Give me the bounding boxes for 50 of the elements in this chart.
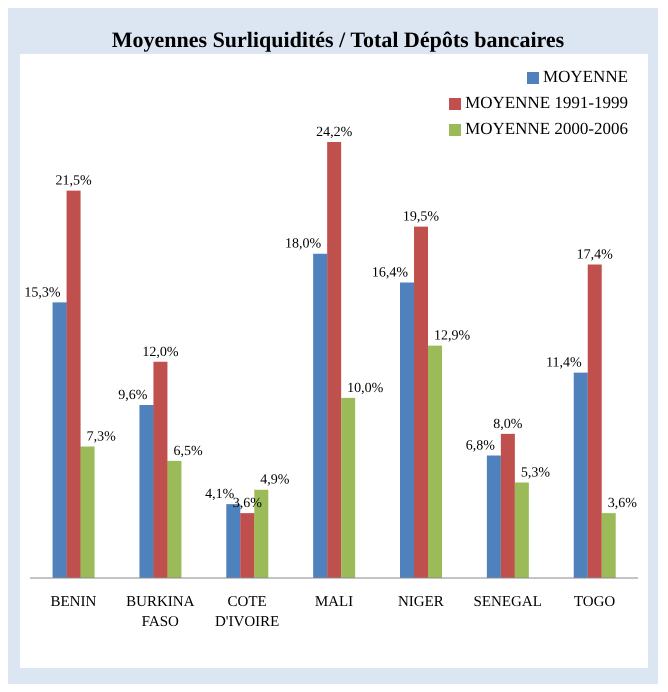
- data-label: 12,0%: [142, 344, 179, 360]
- data-label: 24,2%: [316, 125, 353, 140]
- bar: [80, 446, 95, 578]
- data-label: 7,3%: [86, 429, 116, 444]
- bar: [602, 513, 616, 578]
- data-label: 17,4%: [576, 248, 614, 263]
- data-label: 11,4%: [546, 356, 582, 371]
- x-tick-label: BURKINA FASO: [126, 594, 195, 630]
- bar: [327, 142, 342, 578]
- x-tick-label: SENEGAL: [474, 594, 542, 610]
- chart-title: Moyennes Surliquidités / Total Dépôts bancaires: [110, 26, 566, 54]
- bar: [574, 372, 588, 578]
- legend-label: MOYENNE 1991-1999: [465, 93, 628, 112]
- x-tick-label: TOGO: [574, 594, 616, 610]
- data-label: 8,0%: [493, 416, 523, 432]
- data-label: 6,8%: [466, 438, 496, 454]
- data-label: 21,5%: [55, 174, 92, 189]
- legend-label: MOYENNE: [543, 67, 628, 86]
- bar: [588, 264, 602, 578]
- bar: [153, 362, 168, 578]
- data-label: 3,6%: [608, 496, 638, 512]
- data-label: 12,9%: [434, 328, 471, 344]
- bar: [414, 226, 428, 578]
- bar: [486, 455, 501, 578]
- data-label: 18,0%: [284, 236, 322, 252]
- bar: [167, 460, 182, 578]
- data-label: 19,5%: [402, 210, 440, 225]
- bar: [240, 513, 254, 578]
- x-tick-label: COTE D'IVOIRE: [214, 594, 280, 630]
- bar: [52, 302, 67, 578]
- bar: [514, 482, 529, 578]
- bar: [66, 190, 81, 578]
- legend-label: MOYENNE 2000-2006: [465, 119, 628, 138]
- bar: [500, 434, 515, 578]
- data-label: 10,0%: [347, 380, 384, 396]
- x-tick-label: MALI: [314, 594, 354, 610]
- data-label: 5,3%: [520, 466, 550, 481]
- x-tick-label: NIGER: [398, 594, 444, 610]
- bar: [400, 282, 414, 578]
- bar: [139, 405, 154, 578]
- bar: [341, 398, 356, 578]
- data-label: 4,9%: [260, 472, 290, 488]
- data-label: 9,6%: [118, 388, 148, 404]
- data-label: 16,4%: [372, 266, 408, 281]
- x-tick-label: BENIN: [50, 594, 97, 610]
- bar: [428, 346, 442, 578]
- data-label: 15,3%: [24, 285, 61, 300]
- data-label: 4,1%: [205, 487, 235, 502]
- data-label: 6,5%: [173, 444, 203, 459]
- bar: [313, 254, 328, 578]
